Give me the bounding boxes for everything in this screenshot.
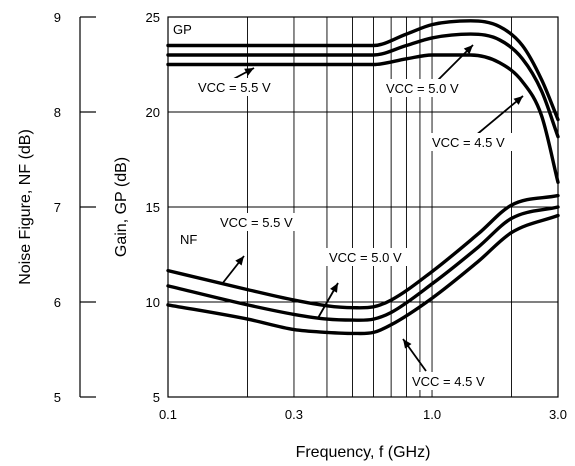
nf-vcc-50-label: VCC = 5.0 V [329, 250, 402, 265]
arrowhead [244, 68, 254, 76]
nf-label: NF [180, 232, 197, 247]
nf-axis-title: Noise Figure, NF (dB) [17, 129, 34, 285]
gain-tick-label: 25 [146, 10, 160, 25]
gp-vcc-45-label: VCC = 4.5 V [432, 135, 505, 150]
grid [167, 16, 559, 398]
arrowhead [235, 256, 244, 266]
arrowhead [463, 45, 473, 55]
nf-tick-label: 8 [54, 105, 61, 120]
gain-tick-label: 20 [146, 105, 160, 120]
x-axis-title: Frequency, f (GHz) [296, 444, 431, 461]
nf-tick-label: 5 [54, 390, 61, 405]
nf-tick-label: 9 [54, 10, 61, 25]
arrowhead [403, 339, 412, 349]
gp-curve-vcc-45 [166, 53, 560, 184]
leader-line [474, 95, 524, 137]
label-bg [196, 78, 276, 96]
gp-vcc-55-label: VCC = 5.5 V [198, 80, 271, 95]
gain-axis: 5 10 15 20 25 [146, 10, 160, 405]
nf-tick-label: 7 [54, 200, 61, 215]
label-bg [218, 213, 302, 231]
label-bg [430, 133, 514, 151]
arrowhead [330, 283, 338, 293]
x-axis: 0.1 0.3 1.0 3.0 [159, 407, 567, 422]
series [166, 19, 560, 336]
gain-tick-label: 10 [146, 295, 160, 310]
x-tick-label: 0.3 [285, 407, 303, 422]
x-tick-label: 0.1 [159, 407, 177, 422]
nf-curve-vcc-55 [166, 193, 560, 310]
label-bg [382, 79, 468, 97]
annotations: GP NF VCC = 5.5 V VCC = 5.0 V VCC = 4.5 … [173, 22, 514, 390]
gain-axis-title: Gain, GP (dB) [113, 157, 130, 257]
x-tick-label: 3.0 [549, 407, 567, 422]
label-bg [326, 248, 412, 266]
arrowhead [513, 96, 523, 105]
nf-curve-vcc-50 [166, 205, 560, 322]
gp-curve-vcc-50 [166, 32, 560, 139]
gp-vcc-50-label: VCC = 5.0 V [386, 81, 459, 96]
nf-curve-vcc-45 [166, 213, 560, 336]
nf-vcc-55-label: VCC = 5.5 V [220, 215, 293, 230]
leader-arrows [221, 44, 524, 372]
gain-tick-label: 5 [153, 390, 160, 405]
gp-curve-vcc-55 [166, 19, 560, 122]
nf-tick-label: 6 [54, 295, 61, 310]
label-bg [410, 372, 498, 390]
x-tick-label: 1.0 [423, 407, 441, 422]
gp-label: GP [173, 22, 192, 37]
gain-tick-label: 15 [146, 200, 160, 215]
nf-axis: 5 6 7 8 9 [54, 10, 96, 405]
nf-vcc-45-label: VCC = 4.5 V [412, 374, 485, 389]
